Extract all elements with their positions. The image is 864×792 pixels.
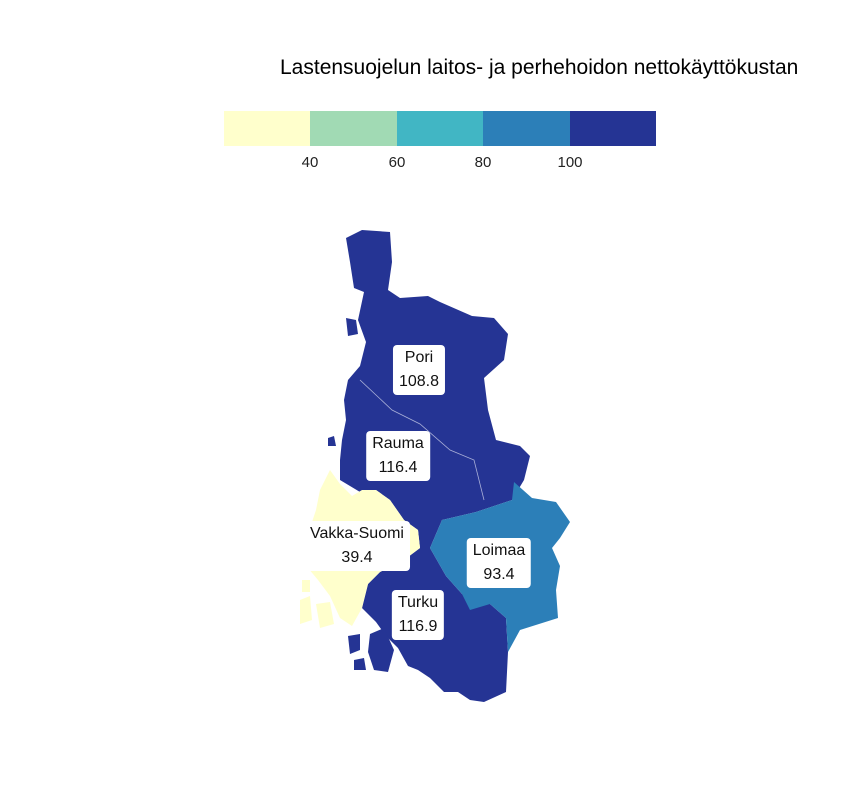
region-value: 108.8 [398, 373, 440, 390]
region-value: 39.4 [341, 549, 373, 566]
region-name: Loimaa [472, 542, 526, 559]
region-value: 93.4 [483, 566, 515, 583]
island-shape [300, 596, 312, 624]
island-shape [368, 628, 394, 672]
legend-swatch-2 [310, 111, 397, 146]
map-title: Lastensuojelun laitos- ja perhehoidon ne… [280, 56, 799, 79]
region-shape-pori-rauma-turku[interactable] [340, 230, 530, 702]
region-label-vakka-suomi: Vakka-Suomi 39.4 [304, 521, 410, 571]
region-name: Rauma [372, 435, 424, 452]
legend-tick-100: 100 [557, 154, 583, 171]
legend-tick-80: 80 [474, 154, 492, 171]
region-name: Vakka-Suomi [310, 525, 404, 542]
color-legend [224, 111, 656, 146]
region-label-rauma: Rauma 116.4 [366, 431, 430, 481]
region-name: Pori [404, 349, 434, 366]
island-shape [346, 318, 358, 336]
region-label-turku: Turku 116.9 [391, 590, 445, 640]
legend-swatch-4 [483, 111, 570, 146]
region-value: 116.4 [378, 459, 418, 476]
island-shape [328, 436, 336, 446]
island-shape [348, 634, 360, 654]
region-value: 116.9 [398, 618, 438, 635]
island-shape [354, 658, 366, 670]
region-label-pori: Pori 108.8 [392, 345, 446, 395]
legend-tick-40: 40 [301, 154, 319, 171]
region-label-loimaa: Loimaa 93.4 [466, 538, 532, 588]
legend-tick-60: 60 [388, 154, 406, 171]
legend-swatch-3 [396, 111, 484, 146]
island-shape [302, 580, 310, 592]
legend-swatch-1 [224, 111, 311, 146]
border-line [359, 379, 485, 501]
region-name: Turku [397, 594, 439, 611]
legend-swatch-5 [569, 111, 656, 146]
island-shape [316, 602, 334, 628]
